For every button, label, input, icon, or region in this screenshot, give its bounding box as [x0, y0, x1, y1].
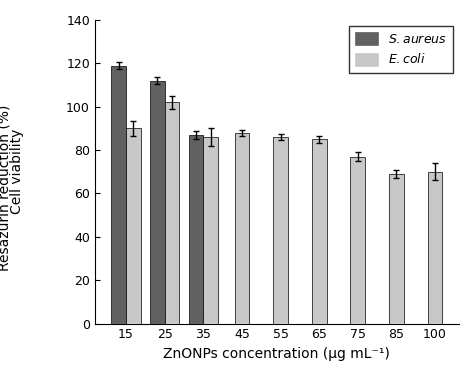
Bar	[189, 135, 203, 324]
Bar	[235, 133, 249, 324]
Bar	[350, 157, 365, 324]
X-axis label: ZnONPs concentration (μg mL⁻¹): ZnONPs concentration (μg mL⁻¹)	[164, 347, 390, 361]
Text: Resazurin reduction (%): Resazurin reduction (%)	[0, 105, 12, 271]
Bar	[126, 129, 141, 324]
Bar	[312, 139, 327, 324]
Y-axis label: Cell viability: Cell viability	[10, 129, 24, 214]
Legend: $\it{S.aureus}$, $\it{E.coli}$: $\it{S.aureus}$, $\it{E.coli}$	[349, 26, 453, 73]
Bar	[111, 65, 126, 324]
Bar	[389, 174, 404, 324]
Bar	[273, 137, 288, 324]
Bar	[150, 81, 164, 324]
Bar	[203, 137, 218, 324]
Bar	[164, 102, 179, 324]
Bar	[428, 172, 442, 324]
